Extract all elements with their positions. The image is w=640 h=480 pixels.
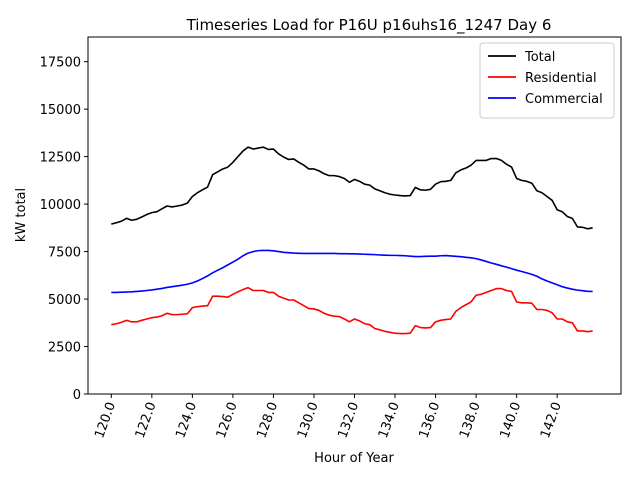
legend-label: Commercial — [525, 92, 603, 107]
y-axis: 0 2500 5000 7500 10000 12500 15000 17500 — [40, 56, 88, 403]
legend: Total Residential Commercial — [479, 42, 615, 119]
y-tick-label: 7500 — [48, 246, 81, 261]
legend-box — [479, 42, 615, 119]
legend-label: Residential — [525, 71, 597, 86]
series-line-total — [111, 146, 593, 230]
y-tick-label: 12500 — [40, 151, 81, 166]
series-layer — [111, 146, 593, 335]
x-axis-title: Hour of Year — [314, 451, 394, 466]
y-tick-label: 17500 — [40, 56, 81, 71]
y-tick-label: 0 — [73, 388, 81, 403]
legend-label: Total — [524, 50, 555, 65]
y-tick-label: 15000 — [40, 103, 81, 118]
series-line-commercial — [111, 249, 593, 294]
y-tick-label: 5000 — [48, 293, 81, 308]
y-tick-label: 2500 — [48, 341, 81, 356]
chart-title: Timeseries Load for P16U p16uhs16_1247 D… — [186, 16, 552, 35]
y-axis-title: kW total — [14, 188, 29, 242]
y-tick-label: 10000 — [40, 198, 81, 213]
series-line-residential — [111, 286, 593, 335]
